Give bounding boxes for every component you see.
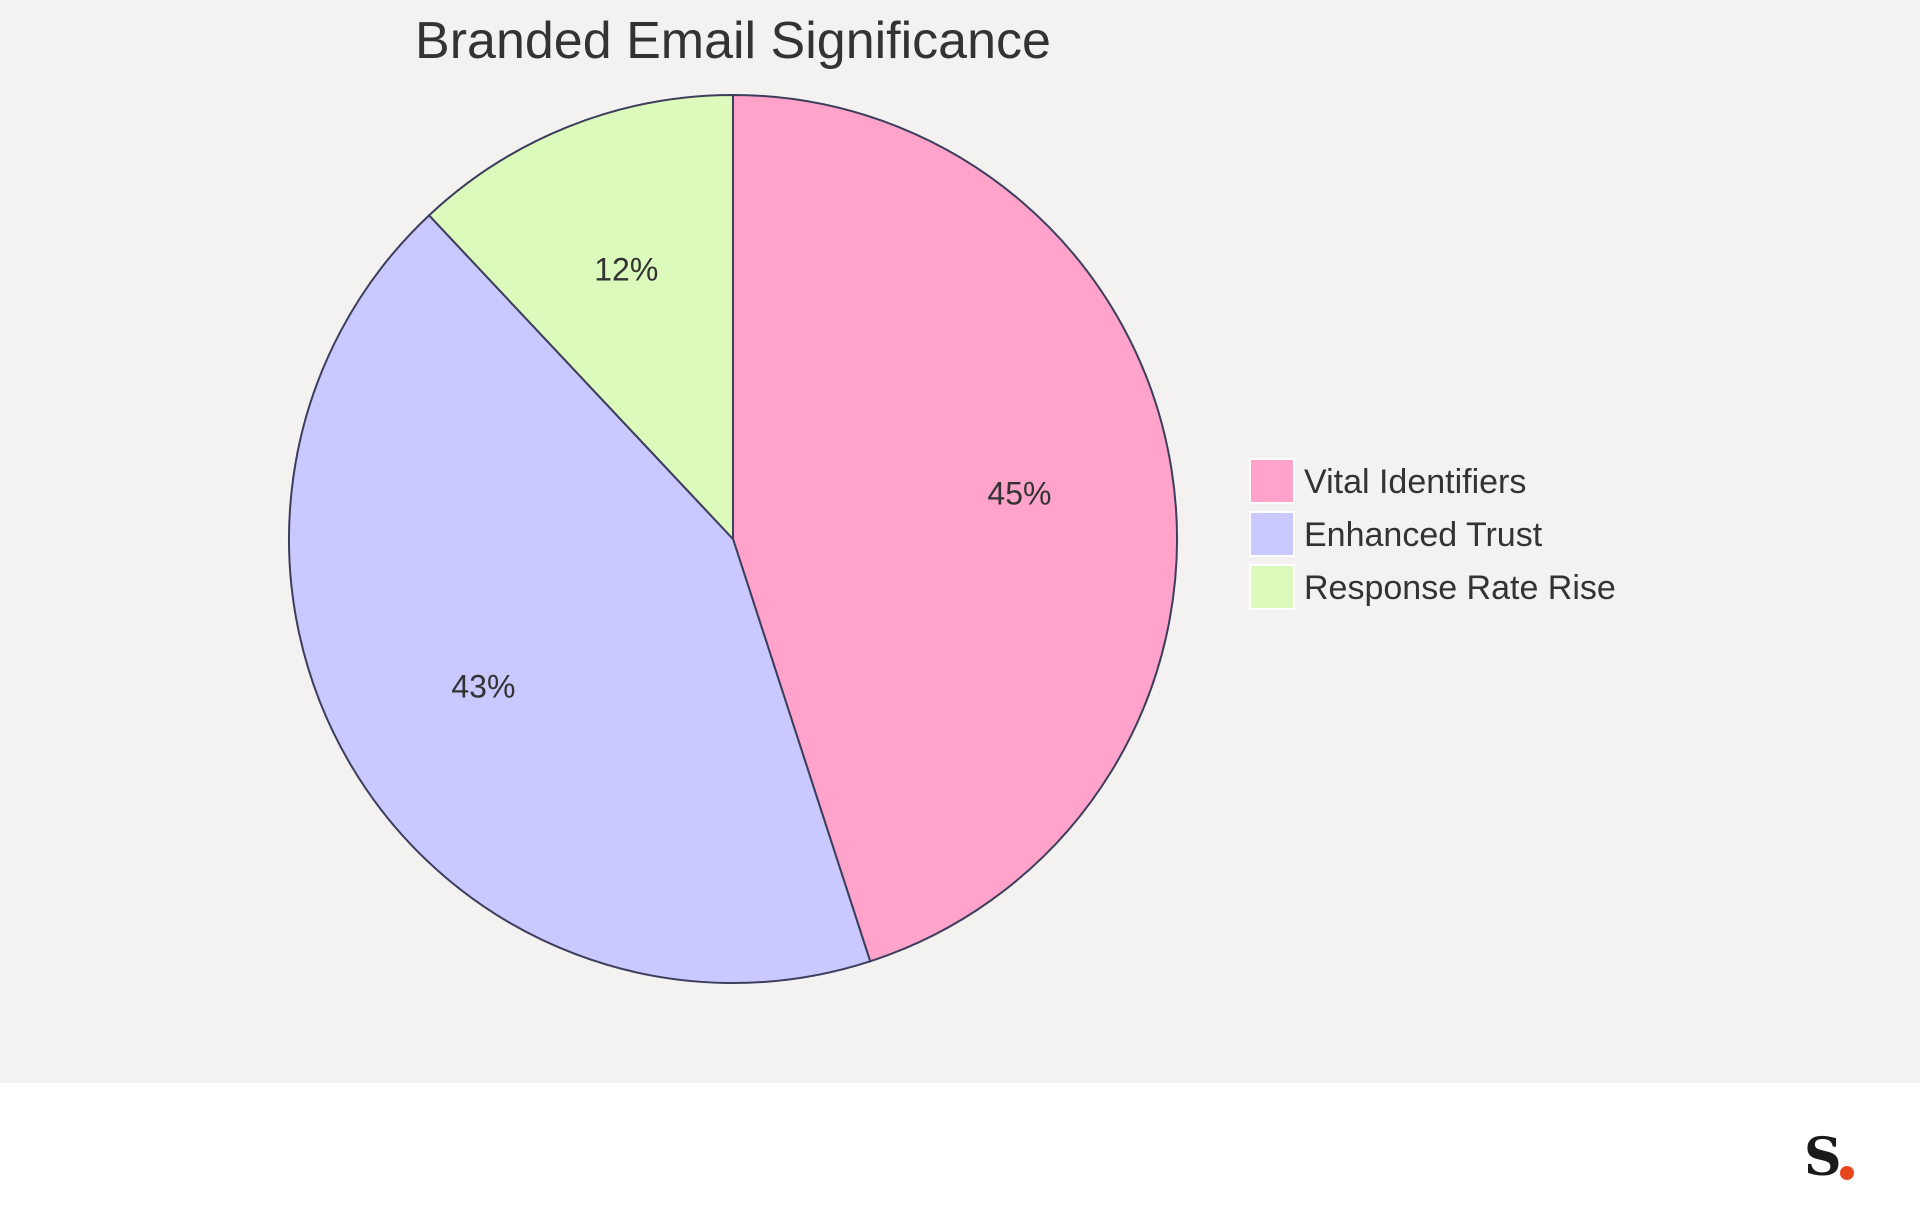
legend-label: Vital Identifiers: [1304, 463, 1526, 501]
legend: Vital Identifiers Enhanced Trust Response …: [1249, 458, 1616, 610]
legend-label: Enhanced Trust: [1304, 516, 1543, 554]
pie-slices: [288, 93, 1178, 984]
legend-label: Response Rate Rise: [1304, 569, 1616, 607]
logo-dot: [1840, 1166, 1854, 1180]
pie-slice-response-rate-rise: [427, 93, 734, 542]
pie-chart: Branded Email Significance 45% 43% 12% Vit…: [288, 12, 1616, 984]
chart-title: Branded Email Significance: [415, 12, 1051, 70]
slice-label: 45%: [987, 476, 1051, 512]
legend-swatch: [1249, 564, 1295, 610]
brand-logo: S: [1804, 1128, 1864, 1188]
pie-slice-vital-identifiers: [732, 93, 1178, 963]
chart-area: Branded Email Significance 45% 43% 12% Vit…: [0, 0, 1920, 1083]
slice-label: 43%: [451, 669, 515, 705]
legend-swatch: [1249, 458, 1295, 504]
legend-swatch: [1249, 511, 1295, 557]
slice-label: 12%: [594, 251, 658, 287]
pie-slice-enhanced-trust: [288, 213, 872, 984]
slice-labels: 45% 43% 12%: [451, 251, 1051, 704]
logo-letter: S: [1804, 1127, 1842, 1188]
